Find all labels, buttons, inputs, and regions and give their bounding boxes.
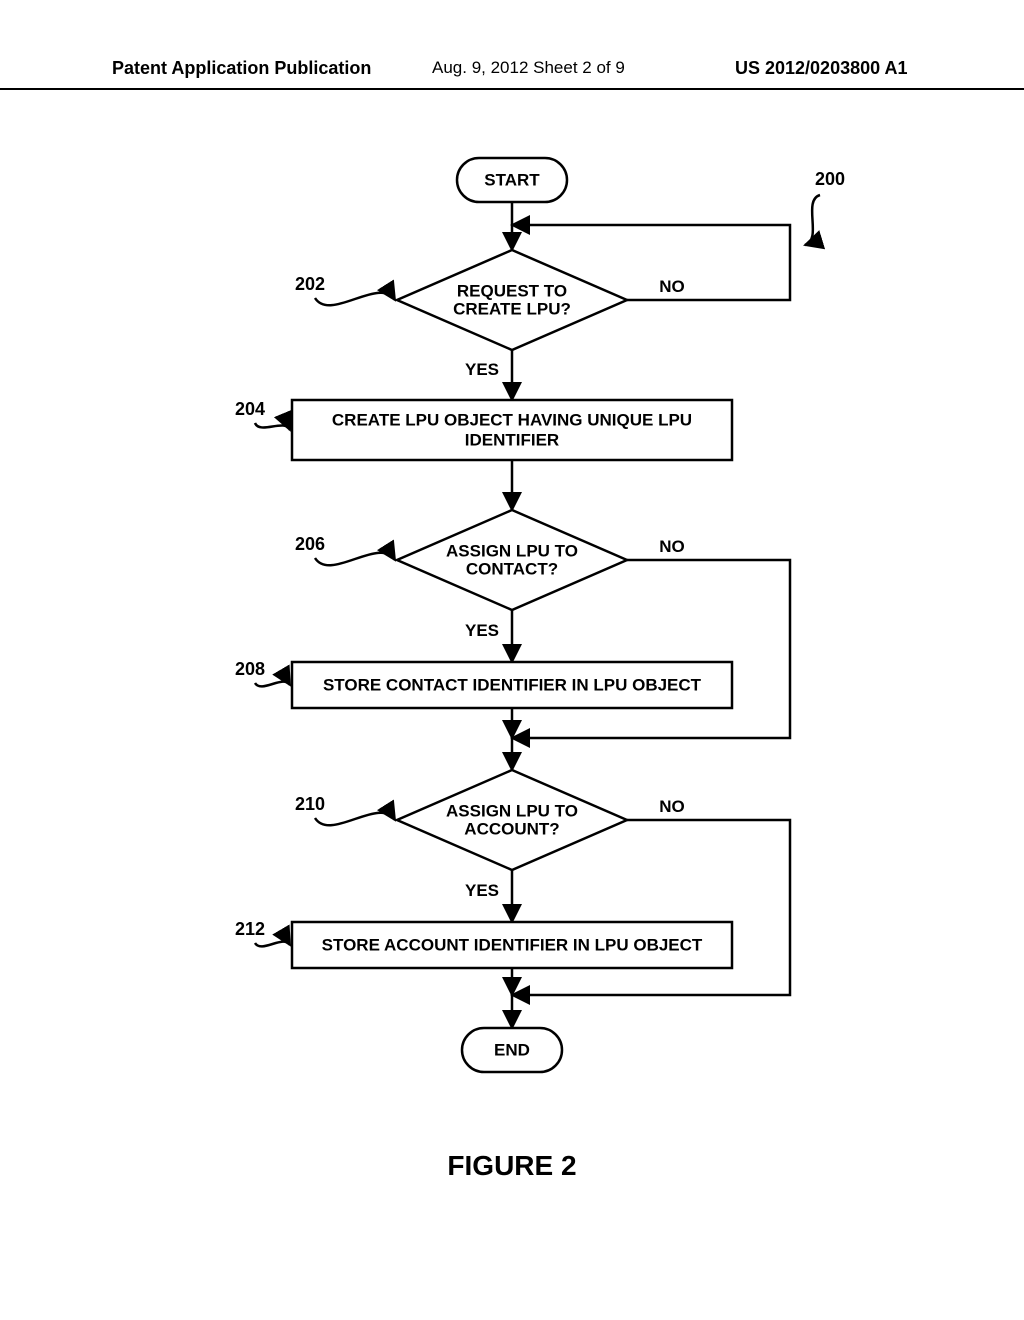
ref-number: 204 xyxy=(235,399,265,419)
ref-connector xyxy=(255,423,290,430)
header-right: US 2012/0203800 A1 xyxy=(735,58,907,79)
ref-connector xyxy=(315,293,395,306)
edge-label: YES xyxy=(465,621,499,640)
node-label: IDENTIFIER xyxy=(465,430,559,449)
node-label: CREATE LPU OBJECT HAVING UNIQUE LPU xyxy=(332,410,692,429)
edge-label: NO xyxy=(659,277,685,296)
ref-connector xyxy=(255,942,290,947)
node-label: ASSIGN LPU TO xyxy=(446,801,578,820)
ref-number: 208 xyxy=(235,659,265,679)
ref-number: 212 xyxy=(235,919,265,939)
page: Patent Application Publication Aug. 9, 2… xyxy=(0,0,1024,1320)
ref-connector xyxy=(315,553,395,566)
node-label: STORE ACCOUNT IDENTIFIER IN LPU OBJECT xyxy=(322,935,703,954)
node-label: ASSIGN LPU TO xyxy=(446,541,578,560)
node-label: END xyxy=(494,1040,530,1059)
node-label: ACCOUNT? xyxy=(464,819,559,838)
figure-caption: FIGURE 2 xyxy=(0,1150,1024,1182)
node-label: CONTACT? xyxy=(466,559,558,578)
ref-connector xyxy=(315,813,395,826)
node-label: START xyxy=(484,170,540,189)
edge-label: NO xyxy=(659,537,685,556)
edge-label: YES xyxy=(465,881,499,900)
ref-connector xyxy=(255,682,290,687)
flowchart: YESNOYESNOYESNO STARTREQUEST TOCREATE LP… xyxy=(0,130,1024,1130)
ref-number: 200 xyxy=(815,169,845,189)
edge-label: YES xyxy=(465,360,499,379)
ref-connector xyxy=(805,195,820,245)
header-center: Aug. 9, 2012 Sheet 2 of 9 xyxy=(432,58,625,78)
node-label: CREATE LPU? xyxy=(453,299,571,318)
ref-number: 202 xyxy=(295,274,325,294)
ref-number: 206 xyxy=(295,534,325,554)
edge-label: NO xyxy=(659,797,685,816)
node-label: STORE CONTACT IDENTIFIER IN LPU OBJECT xyxy=(323,675,702,694)
ref-number: 210 xyxy=(295,794,325,814)
header-left: Patent Application Publication xyxy=(112,58,371,79)
node-label: REQUEST TO xyxy=(457,281,567,300)
page-header: Patent Application Publication Aug. 9, 2… xyxy=(0,58,1024,90)
